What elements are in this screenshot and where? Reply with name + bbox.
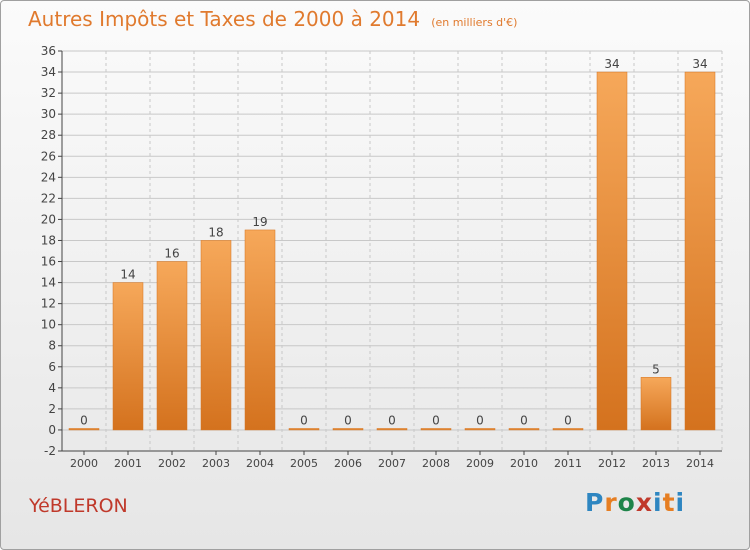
x-tick-label: 2010 <box>510 457 538 470</box>
bars <box>68 71 716 431</box>
logo-letter: x <box>635 488 653 517</box>
bar-2014 <box>684 71 716 431</box>
x-tick-label: 2007 <box>378 457 406 470</box>
y-tick-label: 24 <box>41 170 56 184</box>
data-label: 0 <box>344 413 352 427</box>
data-label: 18 <box>208 225 223 239</box>
y-tick-label: 26 <box>41 149 56 163</box>
y-tick-label: 4 <box>48 381 56 395</box>
y-tick-label: 14 <box>41 276 56 290</box>
data-label: 0 <box>80 413 88 427</box>
x-tick-label: 2000 <box>70 457 98 470</box>
bar-2004 <box>244 229 276 431</box>
bar-2008 <box>420 428 452 431</box>
bar-2013 <box>640 377 672 431</box>
data-label: 34 <box>692 57 707 71</box>
bar-2007 <box>376 428 408 431</box>
y-tick-label: 20 <box>41 212 56 226</box>
y-tick-label: 6 <box>48 360 56 374</box>
data-label: 0 <box>564 413 572 427</box>
y-tick-label: 8 <box>48 339 56 353</box>
data-label: 0 <box>432 413 440 427</box>
x-tick-label: 2014 <box>686 457 714 470</box>
y-tick-label: 28 <box>41 128 56 142</box>
data-label: 0 <box>476 413 484 427</box>
logo-letter: i <box>675 488 686 517</box>
y-tick-label: 36 <box>41 44 56 58</box>
x-tick-label: 2013 <box>642 457 670 470</box>
data-label: 34 <box>604 57 619 71</box>
logo-letter: r <box>604 488 618 517</box>
data-label: 0 <box>388 413 396 427</box>
x-tick-label: 2001 <box>114 457 142 470</box>
data-label: 16 <box>164 247 179 261</box>
logo-letter: i <box>653 488 663 517</box>
bar-2006 <box>332 428 364 431</box>
y-tick-label: 30 <box>41 107 56 121</box>
x-tick-label: 2005 <box>290 457 318 470</box>
y-tick-label: -2 <box>44 444 56 458</box>
bar-2010 <box>508 428 540 431</box>
data-label: 5 <box>652 362 660 376</box>
y-tick-label: 22 <box>41 191 56 205</box>
bar-2002 <box>156 261 188 431</box>
bar-2003 <box>200 240 232 431</box>
x-tick-label: 2003 <box>202 457 230 470</box>
x-tick-label: 2006 <box>334 457 362 470</box>
bar-2001 <box>112 282 144 431</box>
bar-2000 <box>68 428 100 431</box>
x-tick-label: 2002 <box>158 457 186 470</box>
bar-2012 <box>596 71 628 431</box>
y-tick-label: 16 <box>41 255 56 269</box>
x-tick-label: 2004 <box>246 457 274 470</box>
bar-2011 <box>552 428 584 431</box>
bar-2009 <box>464 428 496 431</box>
chart-title: Autres Impôts et Taxes de 2000 à 2014 <box>28 7 421 31</box>
y-tick-label: 0 <box>48 423 56 437</box>
title-row: Autres Impôts et Taxes de 2000 à 2014 (e… <box>28 7 517 31</box>
data-label: 14 <box>120 268 135 282</box>
logo-letter: P <box>585 488 605 517</box>
x-tick-label: 2009 <box>466 457 494 470</box>
commune-name: YéBLERON <box>29 495 128 517</box>
y-tick-label: 34 <box>41 65 56 79</box>
data-label: 0 <box>300 413 308 427</box>
x-tick-label: 2012 <box>598 457 626 470</box>
data-label: 0 <box>520 413 528 427</box>
y-tick-label: 12 <box>41 297 56 311</box>
x-tick-label: 2008 <box>422 457 450 470</box>
chart-subtitle: (en milliers d'€) <box>431 16 518 29</box>
logo-letter: t <box>662 488 676 517</box>
data-labels: 0 14 16 18 19 0 0 0 0 0 0 0 34 5 34 <box>80 57 707 427</box>
proxiti-logo[interactable]: Proxiti <box>585 488 685 517</box>
y-tick-label: 10 <box>41 318 56 332</box>
data-label: 19 <box>252 215 267 229</box>
y-tick-label: 18 <box>41 233 56 247</box>
bar-2005 <box>288 428 320 431</box>
logo-letter: o <box>617 488 636 517</box>
y-tick-label: 32 <box>41 86 56 100</box>
x-tick-label: 2011 <box>554 457 582 470</box>
y-tick-label: 2 <box>48 402 56 416</box>
